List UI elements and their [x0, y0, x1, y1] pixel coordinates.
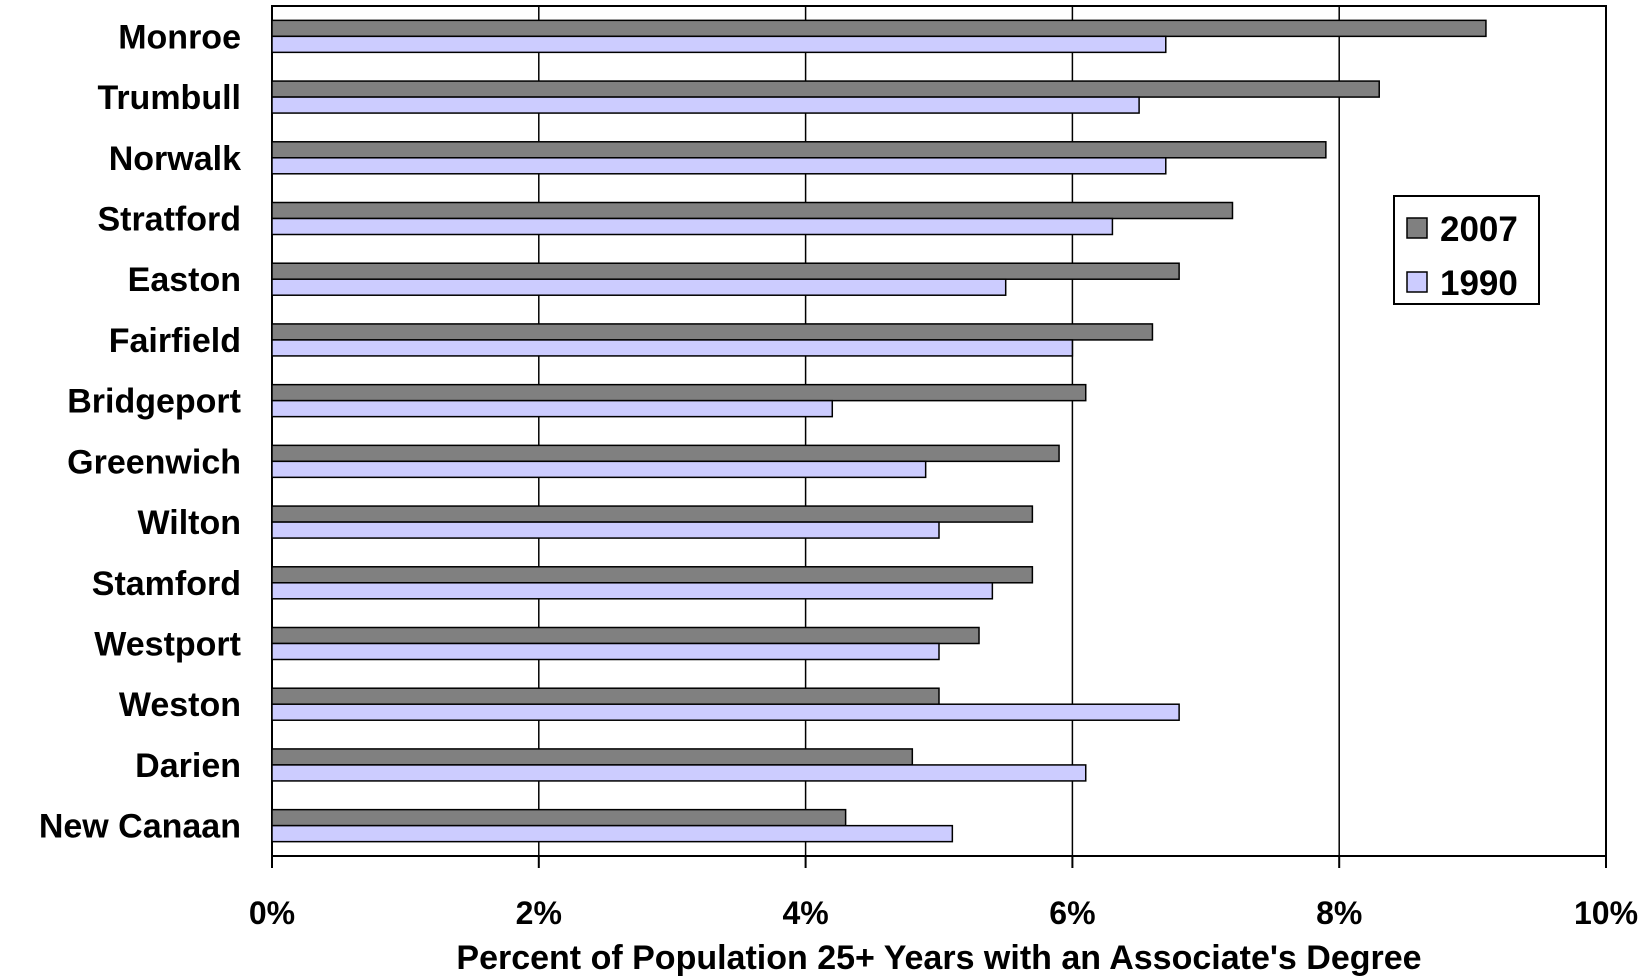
bar-2007	[272, 142, 1326, 158]
legend-swatch-2007	[1407, 218, 1427, 238]
category-label: Weston	[119, 686, 241, 724]
bar-2007	[272, 263, 1179, 279]
category-label: Darien	[135, 747, 241, 785]
bar-2007	[272, 628, 979, 644]
legend-label-1990: 1990	[1440, 264, 1518, 303]
bar-2007	[272, 688, 939, 704]
category-label: Greenwich	[67, 443, 241, 481]
category-label: Wilton	[137, 504, 241, 542]
category-label: Westport	[94, 626, 241, 664]
category-label: Fairfield	[109, 322, 241, 360]
x-tick-label: 2%	[516, 895, 562, 931]
x-tick-label: 8%	[1316, 895, 1362, 931]
x-axis-ticks: 0% 2% 4% 6% 8% 10%	[249, 856, 1638, 931]
bar-1990	[272, 340, 1072, 356]
bar-1990	[272, 219, 1112, 235]
category-labels: Monroe Trumbull Norwalk Stratford Easton Fair…	[39, 18, 241, 845]
bar-2007	[272, 810, 846, 826]
bar-2007	[272, 203, 1232, 219]
bar-2007	[272, 20, 1486, 36]
category-label: Stamford	[92, 565, 241, 603]
bar-1990	[272, 279, 1006, 295]
bar-2007	[272, 445, 1059, 461]
bar-1990	[272, 644, 939, 660]
category-label: Trumbull	[97, 79, 241, 117]
bar-1990	[272, 401, 832, 417]
bar-1990	[272, 97, 1139, 113]
x-tick-label: 10%	[1574, 895, 1638, 931]
bar-1990	[272, 158, 1166, 174]
legend-label-2007: 2007	[1440, 210, 1518, 249]
plot-area	[272, 6, 1606, 856]
bar-2007	[272, 324, 1152, 340]
x-tick-label: 6%	[1049, 895, 1095, 931]
bar-1990	[272, 522, 939, 538]
bar-1990	[272, 826, 952, 842]
bar-2007	[272, 567, 1032, 583]
bar-2007	[272, 81, 1379, 97]
category-label: Norwalk	[109, 140, 241, 178]
category-label: New Canaan	[39, 808, 241, 846]
bar-2007	[272, 506, 1032, 522]
bar-1990	[272, 583, 992, 599]
x-tick-label: 4%	[782, 895, 828, 931]
legend-swatch-1990	[1407, 272, 1427, 292]
bar-1990	[272, 461, 926, 477]
legend: 2007 1990	[1394, 196, 1539, 304]
bar-1990	[272, 765, 1086, 781]
x-axis-title: Percent of Population 25+ Years with an …	[456, 939, 1421, 977]
category-label: Easton	[128, 261, 241, 299]
category-label: Monroe	[118, 18, 241, 56]
bar-2007	[272, 749, 912, 765]
bar-1990	[272, 704, 1179, 720]
category-label: Bridgeport	[67, 383, 241, 421]
bar-2007	[272, 385, 1086, 401]
category-label: Stratford	[97, 201, 241, 239]
bar-1990	[272, 36, 1166, 52]
x-tick-label: 0%	[249, 895, 295, 931]
